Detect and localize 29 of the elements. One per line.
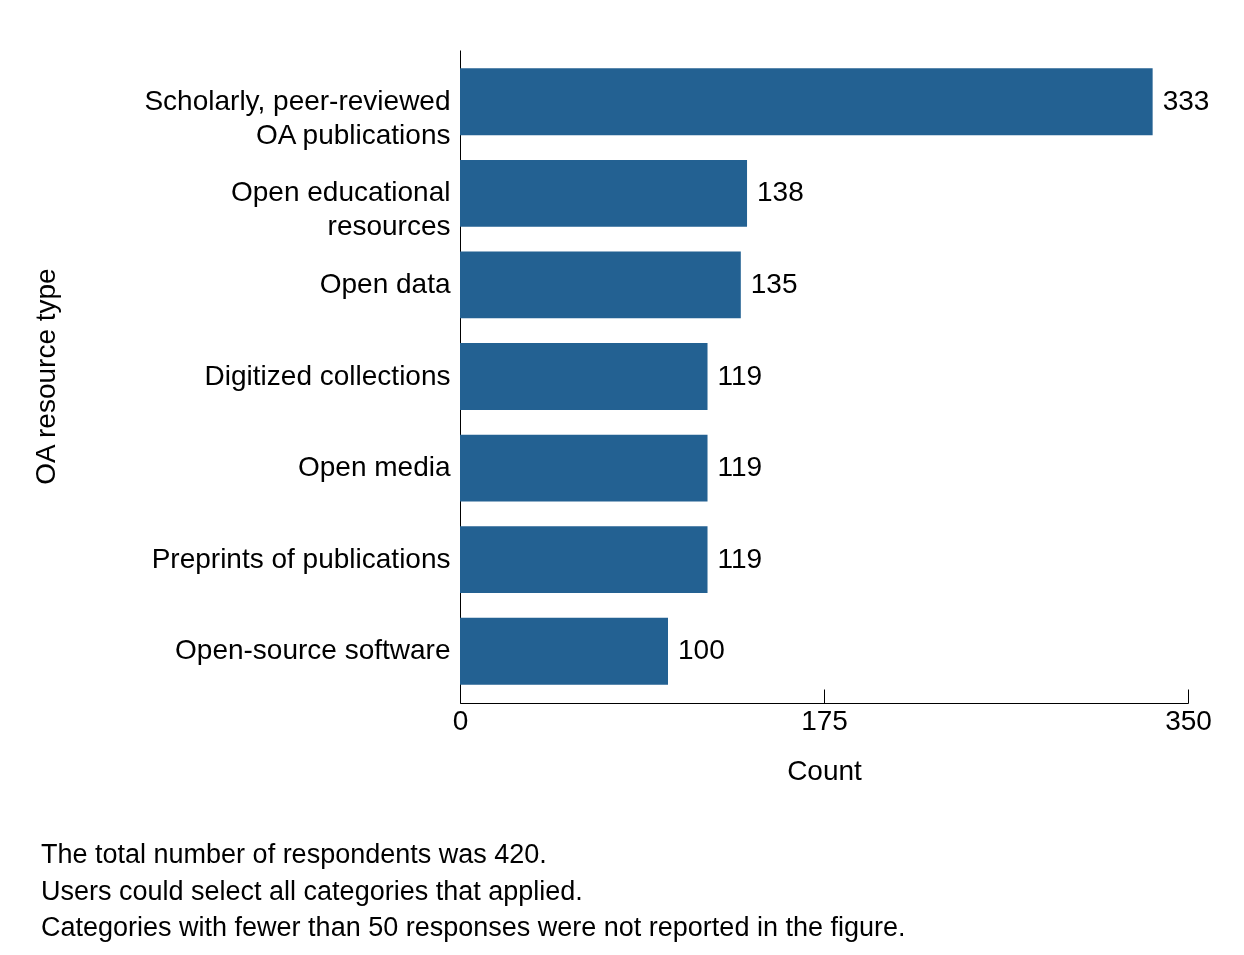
data-label: 119 [717, 542, 763, 574]
x-tick-label: 350 [1165, 704, 1212, 736]
x-tick-label: 175 [801, 704, 848, 736]
y-tick-label: Open data [319, 267, 451, 299]
y-tick-label: Preprints of publications [151, 542, 451, 574]
y-tick-label: Open media [297, 451, 451, 483]
bar [460, 617, 668, 685]
bar [460, 159, 748, 227]
bar [460, 343, 708, 410]
y-axis-title: OA resource type [29, 268, 61, 485]
y-tick-label: Scholarly, peer-reviewed OA publications [144, 84, 451, 150]
bar [460, 526, 708, 594]
y-tick-label: Open-source software [175, 634, 451, 666]
data-label: 119 [717, 451, 763, 483]
bar [460, 434, 708, 502]
bar [460, 251, 741, 319]
text: Categories with fewer than 50 responses were not reported in the figure. [41, 911, 906, 944]
bar [460, 68, 1153, 136]
data-label: 333 [1162, 84, 1210, 116]
y-tick-label: Digitized collections [204, 359, 451, 391]
x-axis-title: Count [787, 754, 863, 786]
text: The total number of respondents was 420. [41, 838, 548, 871]
data-label: 100 [678, 634, 725, 666]
data-label: 119 [717, 359, 763, 391]
data-label: 138 [757, 176, 804, 208]
data-label: 135 [750, 267, 798, 299]
y-tick-label: Open educational resources [230, 176, 451, 242]
x-tick-label: 0 [452, 704, 469, 736]
text: Users could select all categories that applied. [41, 874, 584, 908]
